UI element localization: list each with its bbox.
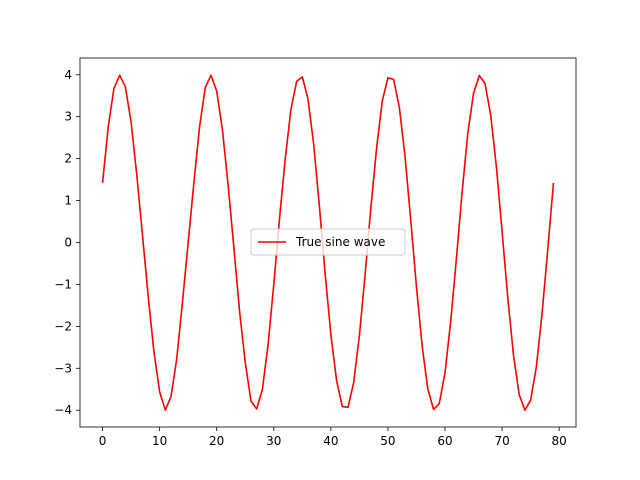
x-tick-label: 0 [99, 434, 107, 448]
series-line-0 [101, 74, 555, 412]
x-tick-label: 10 [152, 434, 167, 448]
y-tick-label: 0 [64, 236, 72, 250]
y-tick-label: 1 [64, 194, 72, 208]
y-tick-label: −1 [54, 277, 72, 291]
x-tick-label: 30 [266, 434, 281, 448]
y-tick-label: 2 [64, 152, 72, 166]
x-tick-label: 70 [494, 434, 509, 448]
legend-label: True sine wave [295, 235, 385, 249]
y-tick-label: −3 [54, 361, 72, 375]
plot-area [101, 74, 555, 412]
legend-box [250, 228, 406, 256]
x-tick-label: 80 [552, 434, 567, 448]
axes-frame [79, 57, 577, 428]
legend: True sine wave [250, 228, 406, 256]
y-tick-label: 3 [64, 110, 72, 124]
y-tick-label: −2 [54, 319, 72, 333]
x-tick-label: 50 [380, 434, 395, 448]
y-tick-label: −4 [54, 403, 72, 417]
x-tick-label: 60 [437, 434, 452, 448]
y-tick-label: 4 [64, 68, 72, 82]
axis-ticks: 0 10 20 30 40 50 60 70 80 −4 −3 −2 −1 0 1 2 3 4 [54, 68, 567, 448]
x-tick-label: 40 [323, 434, 338, 448]
x-tick-label: 20 [209, 434, 224, 448]
